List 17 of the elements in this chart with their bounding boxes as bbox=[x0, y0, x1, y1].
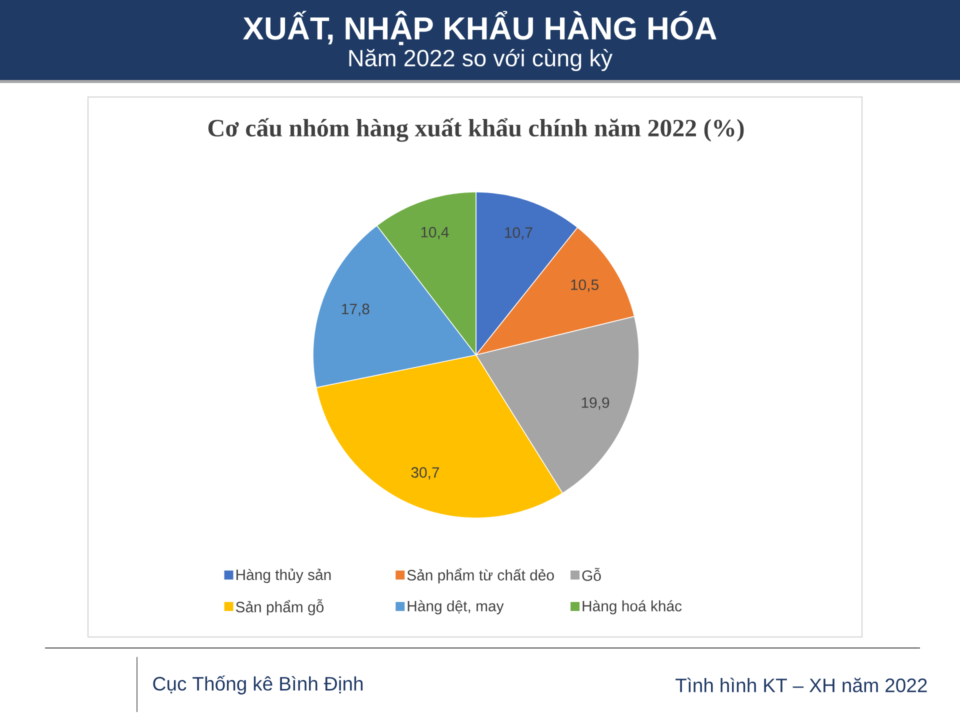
data-label: 10,5 bbox=[571, 279, 598, 292]
legend-label: Sản phẩm gỗ bbox=[236, 599, 324, 616]
text: Cục Thống kê Bình Định bbox=[153, 676, 363, 694]
text: XUẤT, NHẬP KHẨU HÀNG HÓA bbox=[242, 10, 716, 46]
text: Tình hình KT – XH năm 2022 bbox=[676, 678, 927, 692]
data-label: 17,8 bbox=[342, 304, 370, 316]
data-label: 30,7 bbox=[411, 467, 440, 480]
data-label: 19,9 bbox=[582, 397, 610, 410]
text: Năm 2022 so với cùng kỳ bbox=[349, 48, 613, 72]
legend-label: Hàng thủy sản bbox=[236, 568, 331, 584]
legend-label: Hàng hoá khác bbox=[582, 600, 682, 614]
legend-label: Sản phẩm từ chất dẻo bbox=[407, 568, 554, 584]
data-label: 10,7 bbox=[505, 227, 532, 240]
legend-label: Hàng dệt, may bbox=[408, 600, 504, 614]
data-label: 10,4 bbox=[421, 226, 449, 240]
chart-title: Cơ cấu nhóm hàng xuất khẩu chính năm 2022 (%) bbox=[208, 118, 744, 142]
legend-label: Gỗ bbox=[582, 568, 601, 581]
